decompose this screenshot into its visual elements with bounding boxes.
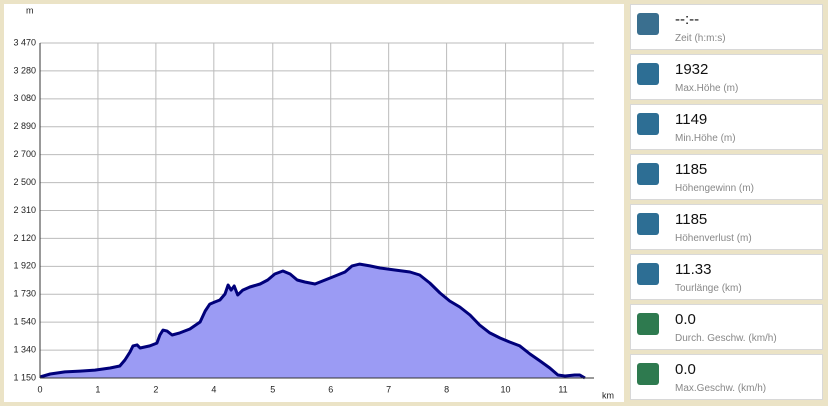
stat-value: 11.33 [675,261,712,278]
stat-row: 0.0 Max.Geschw. (km/h) [630,354,823,400]
stat-icon [637,363,659,385]
area-fill [40,264,585,378]
stat-value: 0.0 [675,361,696,378]
stat-icon [637,13,659,35]
x-tick-label: 7 [386,384,391,394]
y-tick-label: 2 500 [13,177,36,187]
x-tick-label: 8 [444,384,449,394]
stat-label: Max.Höhe (m) [675,83,739,94]
stat-label: Tourlänge (km) [675,283,742,294]
y-tick-label: 3 280 [13,65,36,75]
x-tick-label: 10 [501,384,511,394]
y-unit: m [26,5,34,15]
stat-row: 1185 Höhengewinn (m) [630,154,823,200]
stat-label: Max.Geschw. (km/h) [675,383,767,394]
y-tick-label: 1 920 [13,261,36,271]
stat-label: Höhenverlust (m) [675,233,752,244]
stat-row: --:-- Zeit (h:m:s) [630,4,823,50]
stat-icon [637,313,659,335]
stat-value: 1149 [675,111,708,128]
stat-value: --:-- [675,11,700,28]
x-tick-label: 4 [211,384,216,394]
stat-label: Zeit (h:m:s) [675,33,726,44]
stat-row: 11.33 Tourlänge (km) [630,254,823,300]
stat-row: 0.0 Durch. Geschw. (km/h) [630,304,823,350]
x-tick-label: 5 [270,384,275,394]
y-tick-label: 1 730 [13,289,36,299]
x-tick-label: 1 [95,384,100,394]
stat-label: Durch. Geschw. (km/h) [675,333,777,344]
stat-value: 1185 [675,161,708,178]
stat-icon [637,213,659,235]
stat-icon [637,113,659,135]
y-tick-label: 1 150 [13,372,36,382]
y-tick-label: 2 700 [13,149,36,159]
stat-value: 0.0 [675,311,696,328]
x-tick-label: 6 [328,384,333,394]
stat-value: 1185 [675,211,708,228]
x-unit: km [602,390,614,400]
stat-label: Höhengewinn (m) [675,183,754,194]
y-tick-label: 1 340 [13,344,36,354]
y-tick-label: 3 470 [13,37,36,47]
stat-value: 1932 [675,61,709,78]
y-tick-label: 2 310 [13,205,36,215]
stat-row: 1149 Min.Höhe (m) [630,104,823,150]
y-tick-label: 2 890 [13,121,36,131]
stat-label: Min.Höhe (m) [675,133,736,144]
x-tick-label: 11 [558,384,567,394]
stat-row: 1932 Max.Höhe (m) [630,54,823,100]
y-tick-label: 3 080 [13,93,36,103]
stat-icon [637,263,659,285]
x-tick-label: 2 [153,384,158,394]
y-tick-label: 1 540 [13,317,36,327]
chart-panel: m km 1 150 1 340 1 540 1 730 1 920 2 120 2 310… [4,4,624,402]
y-tick-label: 2 120 [13,233,36,243]
x-tick-label: 0 [37,384,42,394]
stat-icon [637,163,659,185]
profile-line [39,262,586,380]
stat-icon [637,63,659,85]
stat-row: 1185 Höhenverlust (m) [630,204,823,250]
